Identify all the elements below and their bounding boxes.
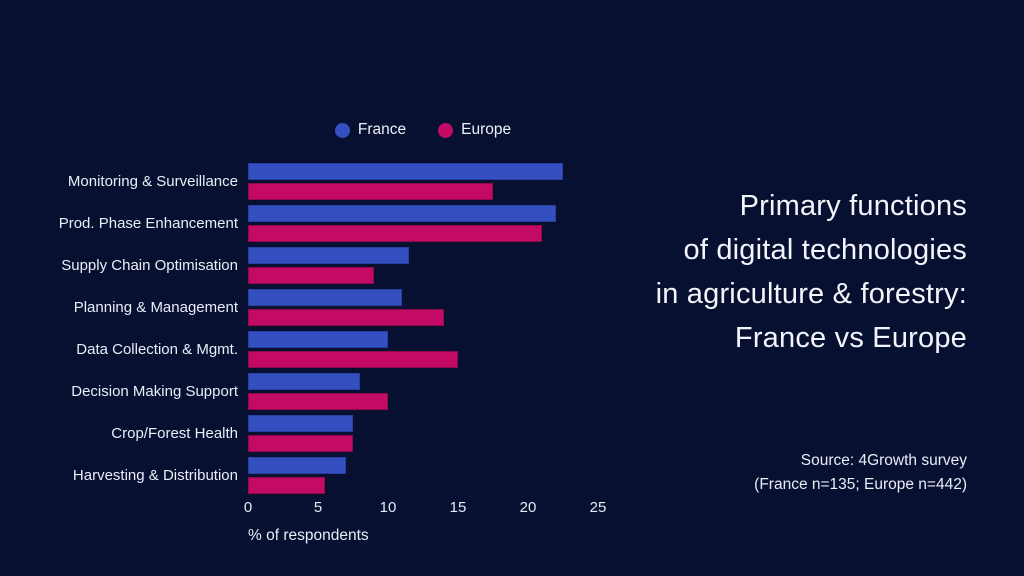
category-label: Prod. Phase Enhancement xyxy=(58,215,238,232)
category-label: Decision Making Support xyxy=(71,383,238,400)
bar-pair xyxy=(248,247,598,284)
category-label: Supply Chain Optimisation xyxy=(61,257,238,274)
bar-pair xyxy=(248,457,598,494)
source-line: Source: 4Growth survey xyxy=(800,452,967,469)
category-row: Prod. Phase Enhancement xyxy=(40,205,600,242)
bar-europe xyxy=(248,435,353,452)
x-tick-label: 15 xyxy=(449,499,467,516)
bar-europe xyxy=(248,183,493,200)
bar-europe xyxy=(248,225,542,242)
bar-europe xyxy=(248,477,325,494)
bar-france xyxy=(248,373,360,390)
chart-legend: France Europe xyxy=(248,121,598,139)
bar-pair xyxy=(248,331,598,368)
x-tick-label: 20 xyxy=(519,499,537,516)
category-label: Planning & Management xyxy=(73,299,238,316)
legend-label-france: France xyxy=(357,121,407,138)
category-label: Data Collection & Mgmt. xyxy=(76,341,238,358)
category-row: Data Collection & Mgmt. xyxy=(40,331,600,368)
chart-title: Primary functions of digital technologie… xyxy=(656,184,967,360)
x-tick-label: 0 xyxy=(243,499,253,516)
x-axis-label: % of respondents xyxy=(248,527,369,544)
bar-europe xyxy=(248,351,458,368)
legend-item-france: France xyxy=(334,121,407,139)
france-legend-dot-icon xyxy=(334,122,350,138)
bar-pair xyxy=(248,415,598,452)
legend-item-europe: Europe xyxy=(438,121,511,139)
title-line: Primary functions xyxy=(739,190,967,222)
title-line: of digital technologies xyxy=(683,234,967,266)
category-label: Crop/Forest Health xyxy=(111,425,238,442)
bar-france xyxy=(248,415,353,432)
bar-europe xyxy=(248,393,388,410)
bar-france xyxy=(248,163,563,180)
category-row: Planning & Management xyxy=(40,289,600,326)
bar-pair xyxy=(248,289,598,326)
source-note: Source: 4Growth survey (France n=135; Eu… xyxy=(754,449,967,497)
bar-pair xyxy=(248,205,598,242)
category-label: Monitoring & Surveillance xyxy=(67,173,238,190)
title-line: in agriculture & forestry: xyxy=(655,278,967,310)
x-tick-label: 25 xyxy=(589,499,607,516)
category-row: Monitoring & Surveillance xyxy=(40,163,600,200)
bar-europe xyxy=(248,309,444,326)
bar-pair xyxy=(248,163,598,200)
chart-rows: Monitoring & Surveillance Prod. Phase Enh… xyxy=(40,163,600,499)
bar-pair xyxy=(248,373,598,410)
x-tick-label: 5 xyxy=(313,499,323,516)
x-tick-label: 10 xyxy=(379,499,397,516)
bar-france xyxy=(248,331,388,348)
category-label: Harvesting & Distribution xyxy=(72,467,238,484)
bar-france xyxy=(248,205,556,222)
europe-legend-dot-icon xyxy=(438,122,454,138)
legend-label-europe: Europe xyxy=(461,121,512,138)
source-line: (France n=135; Europe n=442) xyxy=(754,476,967,493)
bar-france xyxy=(248,247,409,264)
category-row: Supply Chain Optimisation xyxy=(40,247,600,284)
category-row: Harvesting & Distribution xyxy=(40,457,600,494)
title-line: France vs Europe xyxy=(734,322,967,354)
bar-france xyxy=(248,289,402,306)
category-row: Crop/Forest Health xyxy=(40,415,600,452)
x-axis: 0 5 10 15 20 25 xyxy=(244,499,607,517)
bar-europe xyxy=(248,267,374,284)
bar-france xyxy=(248,457,346,474)
category-row: Decision Making Support xyxy=(40,373,600,410)
